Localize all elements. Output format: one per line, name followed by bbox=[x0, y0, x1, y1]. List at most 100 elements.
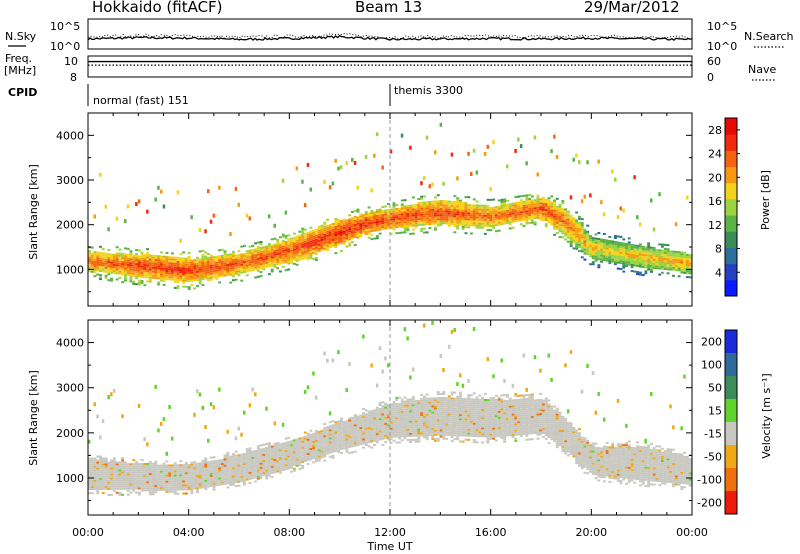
power-cell bbox=[165, 276, 169, 279]
velocity-cell bbox=[248, 469, 252, 472]
velocity-cell bbox=[281, 458, 285, 461]
power-cell bbox=[240, 271, 244, 274]
power-cell bbox=[470, 220, 473, 223]
power-cell bbox=[151, 268, 155, 271]
power-cell bbox=[506, 221, 509, 224]
velocity-cell bbox=[392, 419, 396, 422]
velocity-cell bbox=[320, 440, 324, 443]
velocity-cell bbox=[115, 461, 119, 464]
velocity-cell bbox=[362, 446, 365, 449]
velocity-cell bbox=[276, 460, 280, 463]
power-cell bbox=[148, 280, 152, 283]
power-cell bbox=[586, 244, 590, 247]
power-cell bbox=[375, 221, 379, 224]
velocity-cell bbox=[298, 441, 302, 444]
power-cell bbox=[616, 235, 620, 238]
power-cell bbox=[423, 221, 426, 224]
velocity-cell bbox=[226, 458, 230, 461]
power-cell bbox=[356, 236, 360, 239]
power-cell bbox=[580, 228, 584, 231]
velocity-cell bbox=[232, 465, 235, 468]
power-cell bbox=[104, 256, 108, 259]
velocity-cell bbox=[259, 466, 263, 469]
power-cell bbox=[104, 258, 108, 261]
power-cell bbox=[229, 263, 233, 266]
power-cell bbox=[148, 270, 152, 273]
power-cell bbox=[229, 271, 233, 274]
velocity-cell bbox=[256, 453, 260, 456]
power-cell bbox=[201, 268, 205, 270]
velocity-cell bbox=[315, 440, 318, 442]
velocity-cell bbox=[384, 418, 388, 421]
velocity-cell bbox=[196, 479, 199, 482]
power-cell bbox=[162, 257, 166, 260]
power-cell bbox=[101, 252, 105, 255]
power-cell bbox=[309, 238, 313, 241]
velocity-cell bbox=[240, 474, 244, 476]
velocity-cell bbox=[96, 488, 100, 490]
velocity-cell bbox=[88, 492, 91, 495]
power-cell bbox=[115, 272, 119, 275]
power-cell bbox=[425, 223, 429, 226]
power-cell bbox=[472, 204, 476, 207]
velocity-cell bbox=[121, 471, 125, 474]
power-cell bbox=[160, 275, 163, 278]
power-cell bbox=[647, 246, 651, 249]
velocity-cell bbox=[245, 468, 249, 471]
power-cell bbox=[522, 204, 526, 207]
velocity-cell bbox=[259, 456, 263, 459]
power-cell bbox=[303, 228, 307, 231]
power-cell bbox=[173, 276, 177, 279]
power-cell bbox=[630, 243, 634, 246]
velocity-cell bbox=[323, 455, 327, 458]
velocity-cell bbox=[137, 473, 141, 476]
velocity-cell bbox=[306, 459, 310, 462]
power-cell bbox=[384, 217, 388, 220]
velocity-cell bbox=[370, 410, 374, 413]
velocity-cell bbox=[110, 461, 113, 464]
power-cell bbox=[553, 221, 556, 224]
velocity-cell bbox=[378, 426, 382, 429]
velocity-cell bbox=[295, 462, 299, 465]
power-cell bbox=[530, 205, 534, 208]
velocity-cell bbox=[273, 452, 277, 455]
power-cell bbox=[572, 235, 576, 238]
power-cell bbox=[256, 265, 260, 268]
velocity-cell bbox=[303, 441, 307, 444]
velocity-cell bbox=[323, 443, 327, 446]
velocity-cell bbox=[101, 475, 105, 478]
velocity-cell bbox=[298, 447, 302, 450]
power-cell bbox=[223, 250, 227, 253]
velocity-cell bbox=[168, 472, 172, 475]
power-cell bbox=[245, 252, 249, 255]
power-cell bbox=[630, 248, 634, 250]
velocity-cell bbox=[392, 431, 396, 434]
power-cell bbox=[456, 176, 459, 181]
power-cell bbox=[583, 244, 587, 247]
velocity-cell bbox=[375, 412, 379, 415]
velocity-cell bbox=[148, 460, 152, 463]
velocity-cell bbox=[146, 477, 149, 480]
power-cell bbox=[417, 206, 421, 208]
power-cell bbox=[434, 218, 437, 221]
velocity-cell bbox=[378, 436, 382, 439]
velocity-cell bbox=[179, 480, 183, 483]
velocity-cell bbox=[389, 415, 393, 418]
power-cell bbox=[243, 244, 246, 247]
velocity-cell bbox=[187, 470, 191, 473]
power-cell bbox=[184, 269, 188, 272]
power-cell bbox=[179, 238, 182, 243]
power-cell bbox=[179, 263, 183, 266]
power-cell bbox=[259, 259, 263, 262]
power-cell bbox=[434, 220, 437, 223]
velocity-cell bbox=[273, 471, 277, 474]
power-cell bbox=[658, 255, 662, 258]
velocity-cell bbox=[151, 472, 155, 475]
velocity-cell bbox=[204, 471, 208, 474]
power-cell bbox=[420, 215, 424, 218]
velocity-cell bbox=[323, 439, 327, 442]
power-cell bbox=[608, 250, 612, 253]
velocity-cell bbox=[243, 465, 246, 468]
power-cell bbox=[126, 272, 130, 274]
power-cell bbox=[445, 212, 448, 215]
